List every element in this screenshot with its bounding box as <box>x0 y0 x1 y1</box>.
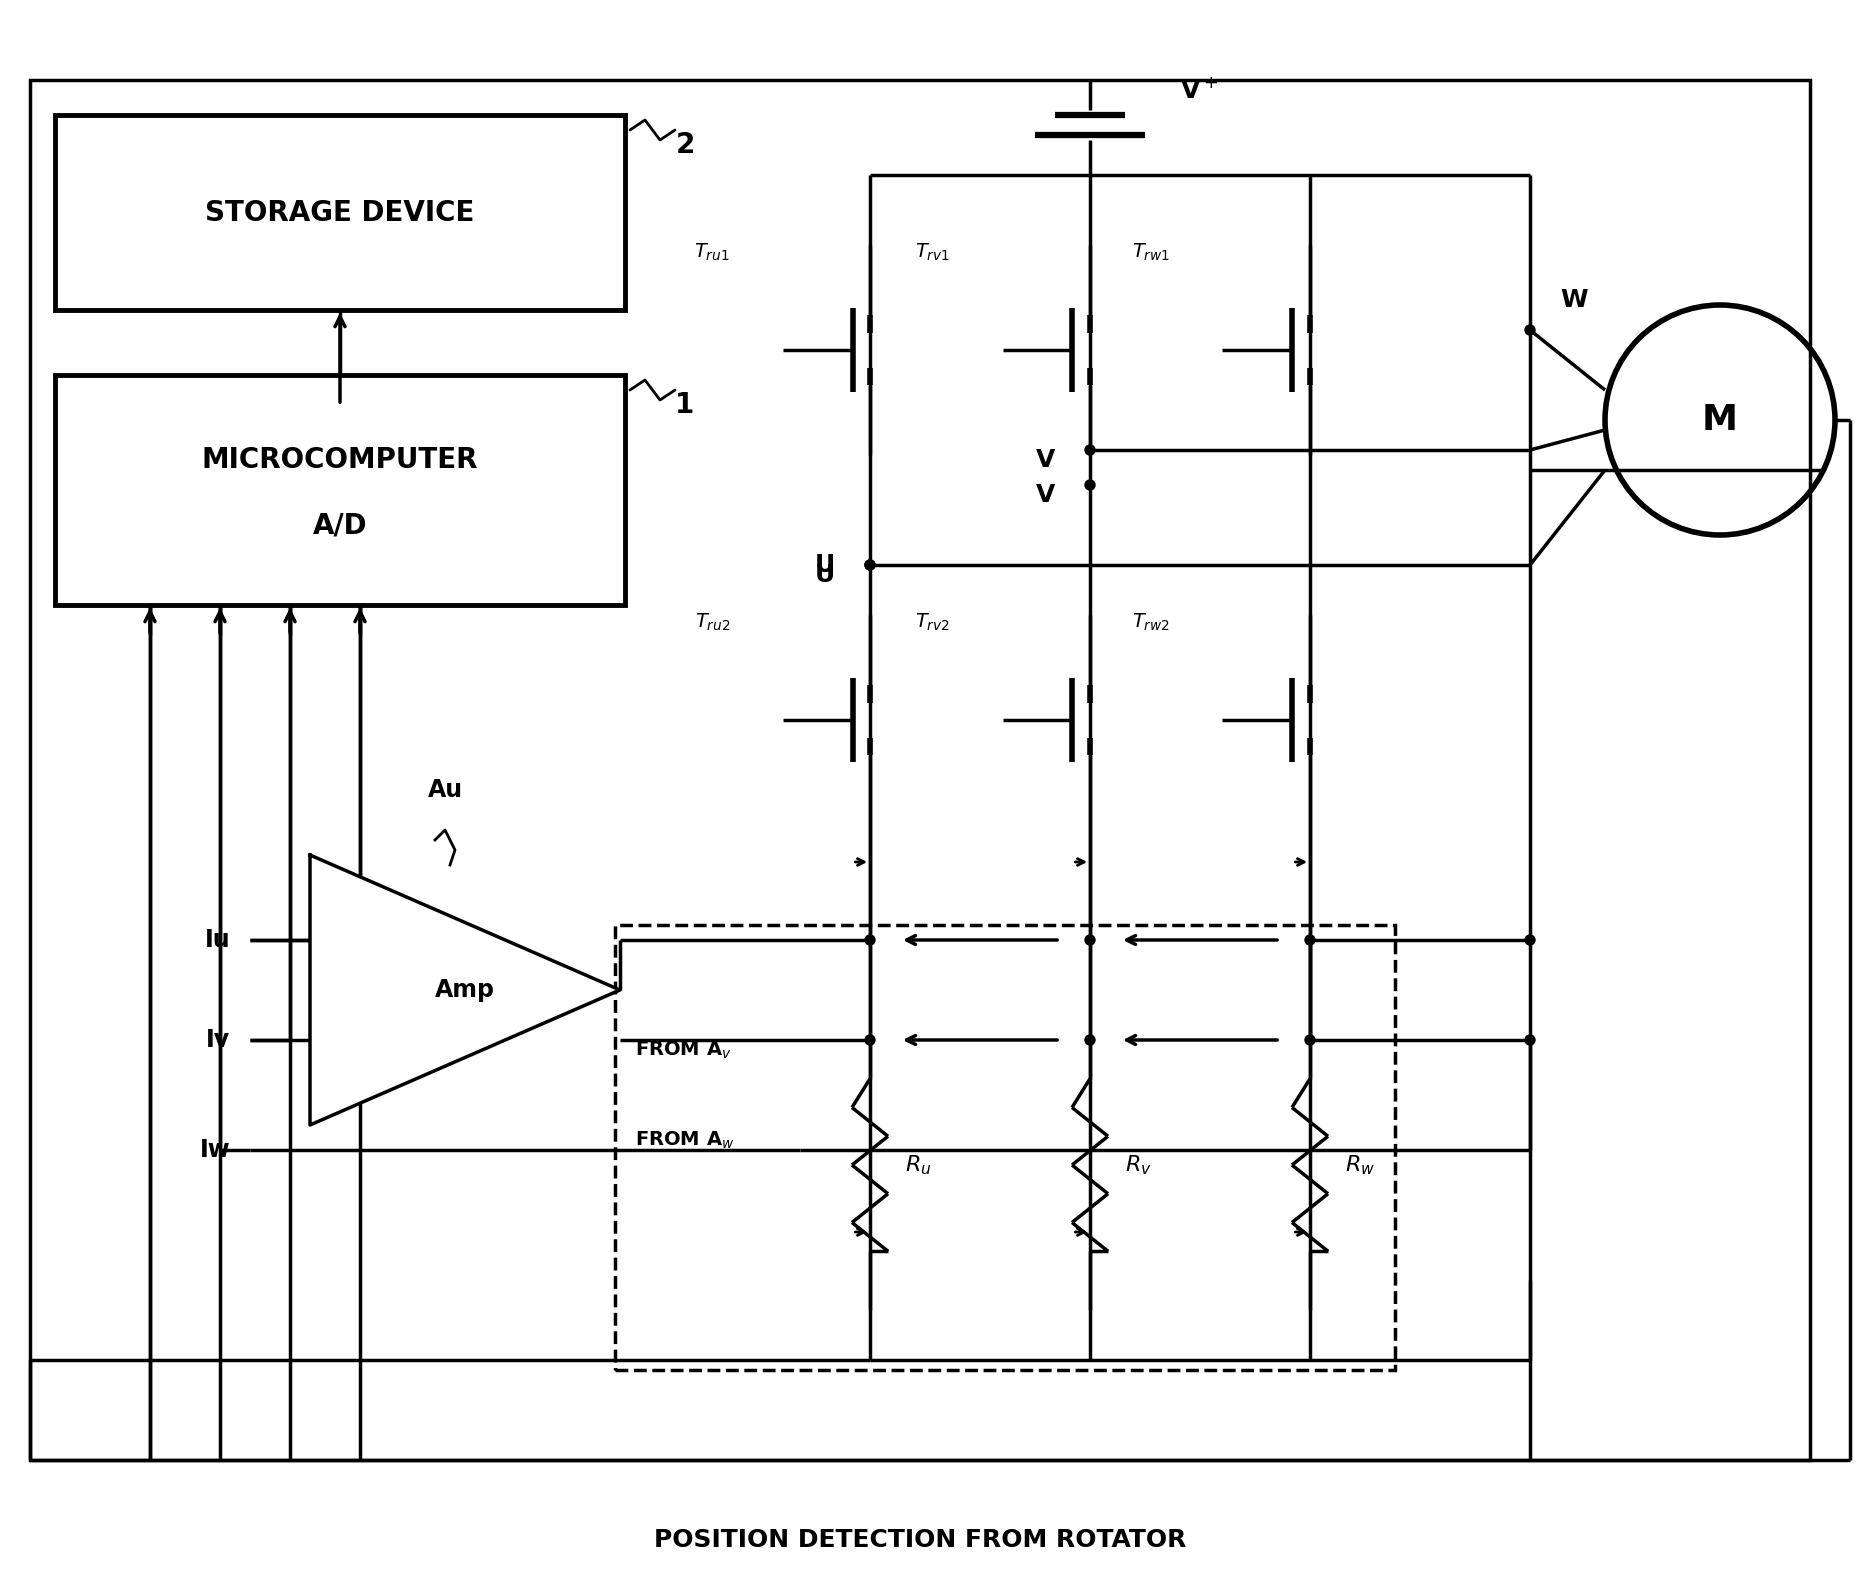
Circle shape <box>864 1035 876 1046</box>
Text: $T_{rw2}$: $T_{rw2}$ <box>1132 611 1169 633</box>
Bar <box>56 375 625 604</box>
Text: FROM A$_w$: FROM A$_w$ <box>636 1130 734 1150</box>
Circle shape <box>1086 1035 1095 1046</box>
Circle shape <box>864 560 876 570</box>
Text: $T_{rv2}$: $T_{rv2}$ <box>915 611 950 633</box>
Text: M: M <box>1703 403 1738 437</box>
Text: $R_v$: $R_v$ <box>1125 1153 1153 1177</box>
Text: 1: 1 <box>675 391 695 419</box>
Circle shape <box>864 560 876 570</box>
Text: Iu: Iu <box>204 929 231 952</box>
Text: $R_u$: $R_u$ <box>905 1153 931 1177</box>
Text: MICROCOMPUTER: MICROCOMPUTER <box>203 446 478 475</box>
Text: V$^+$: V$^+$ <box>1180 78 1218 103</box>
Text: STORAGE DEVICE: STORAGE DEVICE <box>204 198 474 226</box>
Circle shape <box>1524 935 1536 944</box>
Bar <box>30 81 1811 1460</box>
Text: U: U <box>814 554 835 577</box>
Text: V: V <box>1035 448 1056 471</box>
Text: $T_{ru2}$: $T_{ru2}$ <box>695 611 731 633</box>
Text: $T_{rw1}$: $T_{rw1}$ <box>1132 240 1169 263</box>
Circle shape <box>864 935 876 944</box>
Text: W: W <box>1560 288 1588 312</box>
Text: POSITION DETECTION FROM ROTATOR: POSITION DETECTION FROM ROTATOR <box>654 1528 1186 1552</box>
Text: $R_w$: $R_w$ <box>1346 1153 1376 1177</box>
Text: $T_{rv1}$: $T_{rv1}$ <box>915 240 950 263</box>
Circle shape <box>1524 1035 1536 1046</box>
Circle shape <box>1086 935 1095 944</box>
Circle shape <box>1305 1035 1314 1046</box>
Circle shape <box>1524 324 1536 335</box>
Text: Au: Au <box>428 778 463 802</box>
Text: Amp: Amp <box>435 978 494 1001</box>
Text: V: V <box>1035 483 1056 506</box>
Text: Iw: Iw <box>199 1137 231 1163</box>
Text: $T_{ru1}$: $T_{ru1}$ <box>695 240 731 263</box>
Text: A/D: A/D <box>312 511 368 539</box>
Bar <box>56 115 625 310</box>
Circle shape <box>1305 935 1314 944</box>
Text: FROM A$_v$: FROM A$_v$ <box>636 1039 732 1060</box>
Circle shape <box>1086 445 1095 456</box>
Text: Iv: Iv <box>206 1028 231 1052</box>
Text: U: U <box>814 563 835 587</box>
Circle shape <box>1086 479 1095 490</box>
Bar <box>615 925 1394 1370</box>
Polygon shape <box>310 854 621 1125</box>
Text: 2: 2 <box>675 131 695 160</box>
